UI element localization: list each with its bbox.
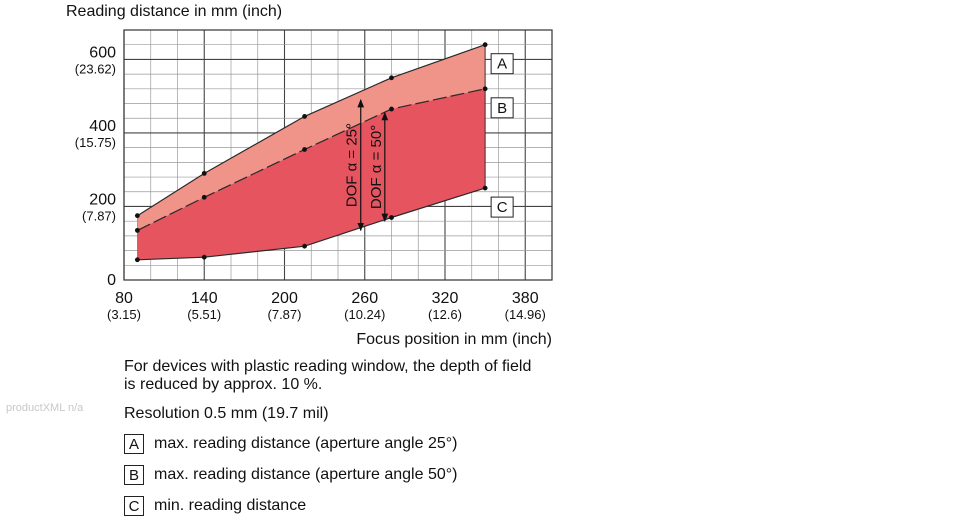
x-tick-label: 260 — [351, 290, 378, 307]
data-point-b — [482, 86, 488, 92]
x-tick-sublabel: (12.6) — [428, 307, 462, 322]
series-tag-c: C — [497, 199, 508, 216]
series-tag-box-b — [490, 97, 514, 119]
x-tick-sublabel: (5.51) — [187, 307, 221, 322]
plot-frame — [123, 29, 553, 281]
data-point-b — [201, 194, 207, 200]
chart-annotations: DOF α = 25° DOF α = 50° — [344, 99, 389, 232]
area-b-c — [137, 88, 486, 260]
area-a-b — [137, 44, 486, 231]
data-point-c — [482, 185, 488, 191]
resolution-label: Resolution 0.5 mm (19.7 mil) — [124, 405, 329, 422]
legend: A max. reading distance (aperture angle … — [124, 433, 457, 526]
data-point-c — [134, 257, 140, 263]
data-point-b — [134, 227, 140, 233]
legend-key-c: C — [124, 496, 144, 516]
y-tick-sublabel: (7.87) — [82, 208, 116, 223]
legend-item-c: C min. reading distance — [124, 495, 457, 517]
y-axis-title: Reading distance in mm (inch) — [66, 3, 282, 20]
chart-points — [134, 42, 488, 263]
data-point-c — [302, 243, 307, 249]
chart-areas — [137, 44, 486, 260]
y-tick-label: 0 — [107, 272, 116, 289]
legend-key-a: A — [124, 434, 144, 454]
series-tag-box-c — [490, 196, 514, 218]
x-tick-label: 140 — [191, 290, 218, 307]
data-point-a — [134, 213, 140, 219]
legend-label-a: max. reading distance (aperture angle 25… — [154, 435, 458, 452]
watermark-text: productXML n/a — [6, 402, 84, 414]
data-point-a — [201, 170, 207, 176]
x-tick-label: 380 — [512, 290, 539, 307]
data-point-c — [389, 215, 394, 220]
x-tick-label: 80 — [115, 290, 133, 307]
y-tick-label: 200 — [89, 191, 116, 208]
x-tick-sublabel: (10.24) — [344, 307, 385, 322]
dof-label-1: DOF α = 25° — [344, 123, 361, 207]
series-tag-b: B — [497, 100, 507, 117]
plastic-window-note: For devices with plastic reading window,… — [124, 358, 532, 393]
y-tick-sublabel: (15.75) — [75, 135, 116, 150]
x-tick-sublabel: (14.96) — [505, 307, 546, 322]
x-tick-label: 200 — [271, 290, 298, 307]
reading-distance-chart: DOF α = 25° DOF α = 50° 80(3.15) 140(5.51)… — [66, 3, 553, 348]
legend-key-b: B — [124, 465, 144, 485]
data-point-a — [302, 113, 307, 119]
legend-item-b: B max. reading distance (aperture angle … — [124, 464, 457, 486]
series-tag-a: A — [497, 56, 507, 73]
data-point-b — [389, 106, 394, 112]
x-tick-sublabel: (3.15) — [107, 307, 141, 322]
y-tick-label: 400 — [89, 118, 116, 135]
x-tick-sublabel: (7.87) — [268, 307, 302, 322]
data-point-c — [201, 254, 207, 260]
x-tick-label: 320 — [432, 290, 459, 307]
series-tag-box-a — [490, 53, 514, 75]
data-point-a — [389, 75, 394, 81]
y-tick-label: 600 — [89, 44, 116, 61]
legend-label-b: max. reading distance (aperture angle 50… — [154, 466, 458, 483]
y-tick-sublabel: (23.62) — [75, 61, 116, 76]
data-point-b — [302, 147, 307, 152]
x-axis-title: Focus position in mm (inch) — [356, 331, 552, 348]
legend-item-a: A max. reading distance (aperture angle … — [124, 433, 457, 455]
chart-series-tags: A B C — [490, 53, 514, 218]
data-point-a — [482, 42, 488, 48]
dof-label-2: DOF α = 50° — [368, 125, 385, 209]
chart-tick-labels: 80(3.15)140(5.51)200(7.87)260(10.24)320(… — [75, 44, 546, 322]
legend-label-c: min. reading distance — [154, 497, 307, 514]
